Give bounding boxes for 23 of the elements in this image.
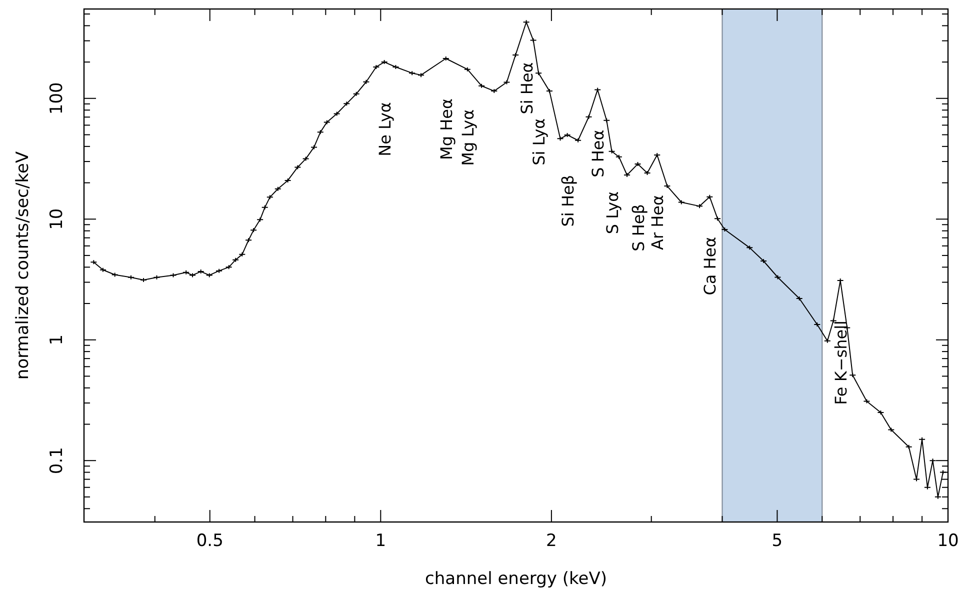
annotation: Si Heα bbox=[517, 62, 536, 114]
annotation: Fe K−shell bbox=[831, 320, 850, 405]
annotation: Mg Heα bbox=[436, 98, 456, 160]
annotation: S Heβ bbox=[628, 204, 648, 252]
x-tick-label: 1 bbox=[375, 531, 386, 552]
annotation: Mg Lyα bbox=[458, 109, 478, 166]
x-axis-title: channel energy (keV) bbox=[425, 569, 607, 589]
annotation: Ne Lyα bbox=[375, 102, 394, 156]
y-tick-label: 10 bbox=[47, 208, 67, 230]
x-tick-label: 5 bbox=[772, 531, 783, 552]
y-tick-label: 0.1 bbox=[47, 447, 67, 474]
annotation: Si Heβ bbox=[558, 174, 578, 227]
y-axis-title: normalized counts/sec/keV bbox=[13, 151, 33, 380]
x-tick-label: 10 bbox=[937, 531, 959, 552]
x-tick-label: 2 bbox=[546, 531, 557, 552]
annotation: Ar Heα bbox=[648, 194, 668, 250]
annotation: Si Lyα bbox=[530, 118, 549, 166]
y-tick-label: 100 bbox=[47, 82, 67, 115]
annotation: Ca Heα bbox=[700, 236, 720, 296]
annotation: S Lyα bbox=[602, 191, 622, 234]
x-tick-label: 0.5 bbox=[196, 531, 224, 552]
y-tick-label: 1 bbox=[47, 334, 67, 346]
annotation: S Heα bbox=[588, 130, 608, 178]
